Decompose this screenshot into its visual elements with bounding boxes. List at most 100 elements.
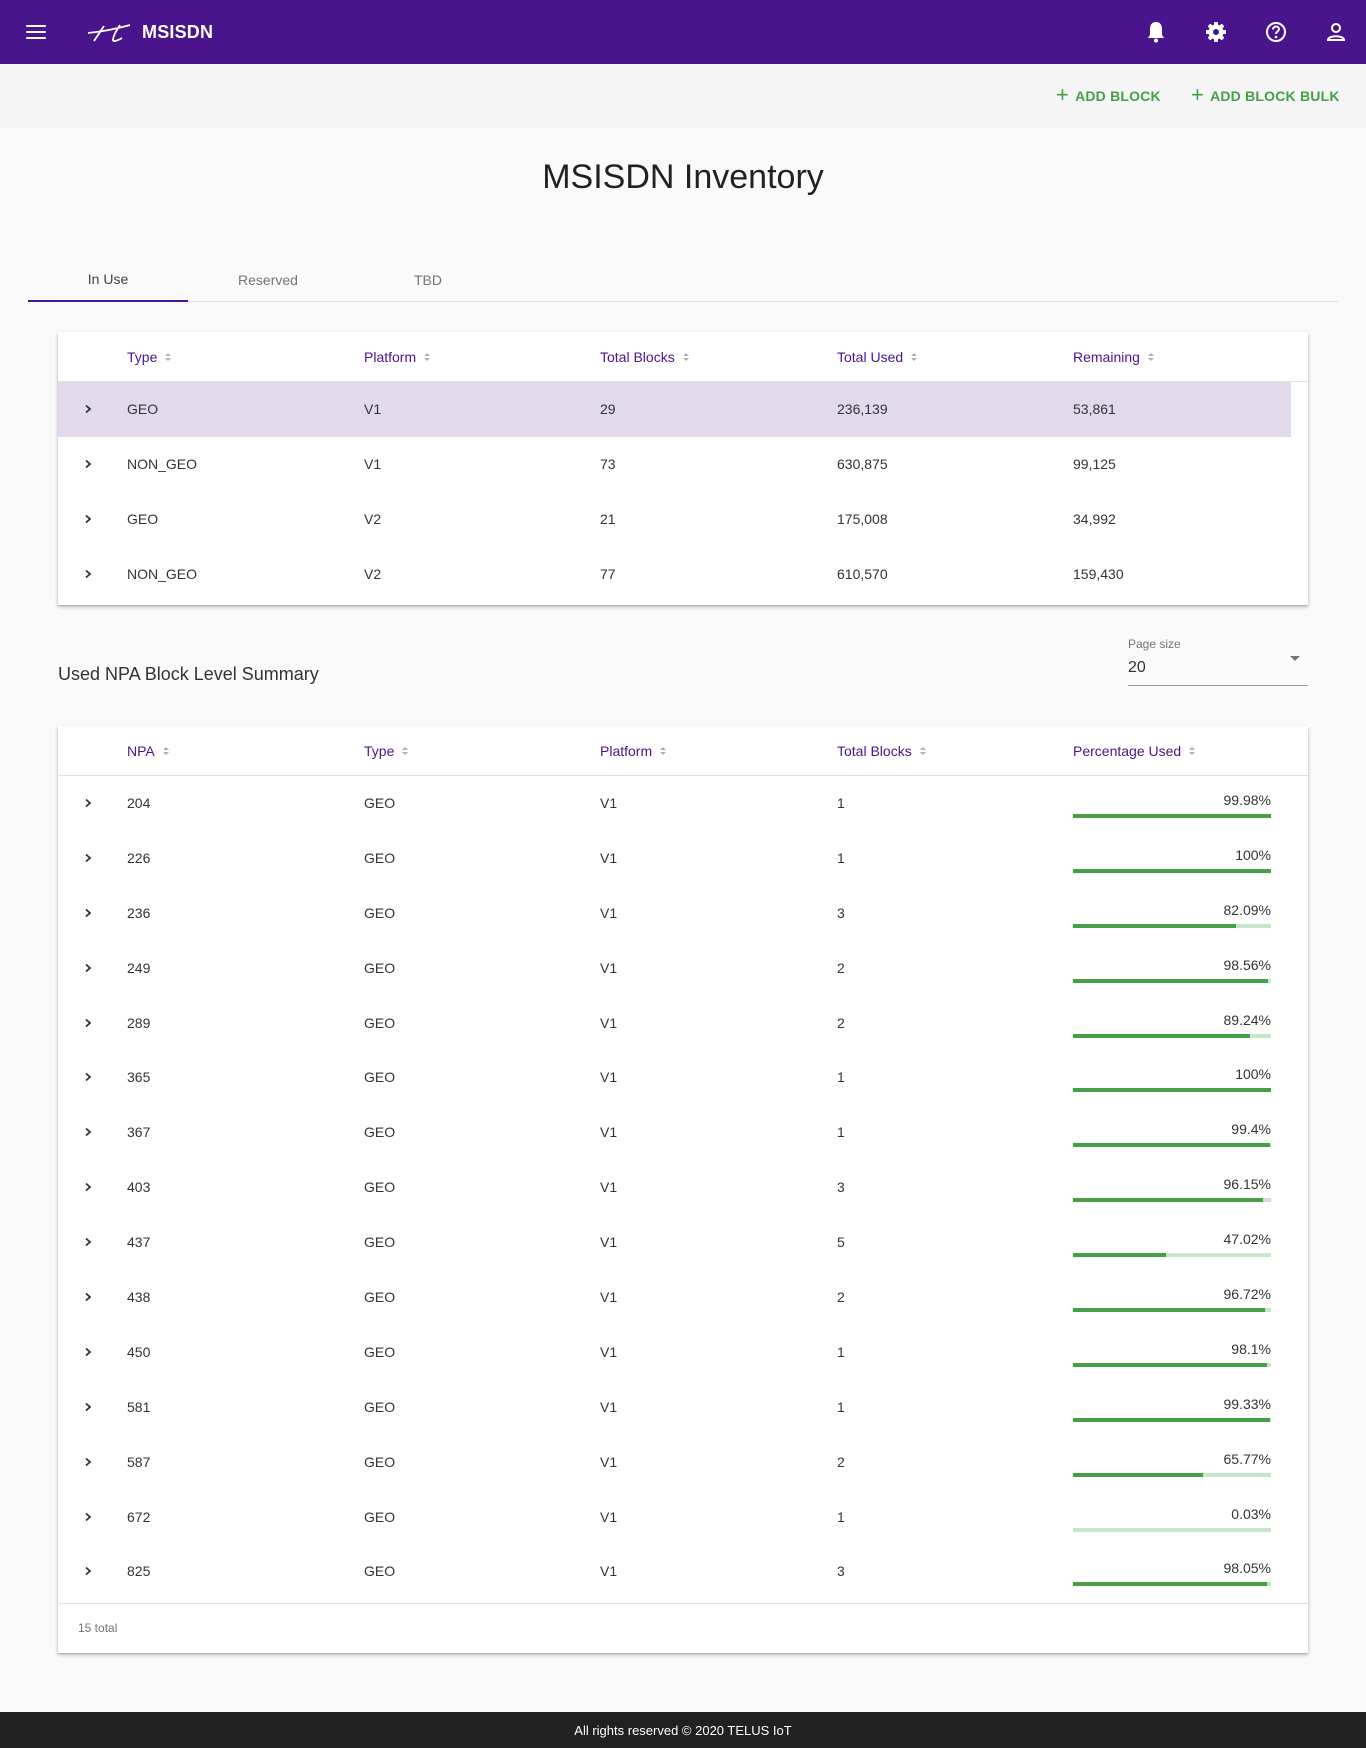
hamburger-menu-icon[interactable] bbox=[26, 25, 46, 39]
cell-npa: 438 bbox=[127, 1288, 151, 1305]
chevron-right-icon[interactable] bbox=[80, 1270, 96, 1324]
column-header-remaining[interactable]: Remaining bbox=[1073, 332, 1154, 382]
column-header-platform[interactable]: Platform bbox=[600, 726, 667, 776]
table-row[interactable]: 204 GEO V1 1 99.98% bbox=[58, 776, 1308, 831]
chevron-right-icon[interactable] bbox=[80, 1435, 96, 1489]
column-header-type[interactable]: Type bbox=[364, 726, 409, 776]
cell-npa: 581 bbox=[127, 1398, 151, 1415]
table-row[interactable]: 249 GEO V1 2 98.56% bbox=[58, 941, 1308, 996]
account-button[interactable] bbox=[1306, 0, 1366, 64]
cell-total-blocks: 29 bbox=[600, 401, 616, 417]
table-row[interactable]: 365 GEO V1 1 100% bbox=[58, 1050, 1308, 1105]
chevron-right-icon[interactable] bbox=[80, 1105, 96, 1159]
tab-in-use[interactable]: In Use bbox=[28, 258, 188, 302]
column-header-label: Total Used bbox=[837, 349, 904, 365]
telus-logo-icon bbox=[87, 24, 131, 42]
chevron-right-icon[interactable] bbox=[80, 1325, 96, 1379]
header-actions bbox=[1126, 0, 1366, 64]
cell-type: GEO bbox=[364, 849, 396, 866]
table-row[interactable]: 587 GEO V1 2 65.77% bbox=[58, 1435, 1308, 1490]
percentage-used-value: 89.24% bbox=[1223, 1011, 1271, 1028]
cell-type: GEO bbox=[364, 794, 396, 811]
chevron-right-icon[interactable] bbox=[80, 941, 96, 995]
column-header-label: Type bbox=[127, 349, 158, 365]
percentage-used-value: 99.33% bbox=[1223, 1395, 1271, 1412]
summary-title: Used NPA Block Level Summary bbox=[58, 664, 319, 684]
cell-type: GEO bbox=[364, 1508, 396, 1525]
progress-bar bbox=[1073, 923, 1271, 928]
table-row[interactable]: 825 GEO V1 3 98.05% bbox=[58, 1544, 1308, 1599]
tab-tbd[interactable]: TBD bbox=[414, 272, 442, 288]
chevron-right-icon[interactable] bbox=[80, 492, 96, 546]
column-header-percentage-used[interactable]: Percentage Used bbox=[1073, 726, 1196, 776]
chevron-right-icon[interactable] bbox=[80, 1490, 96, 1544]
cell-total-blocks: 2 bbox=[837, 959, 845, 976]
table-row[interactable]: GEO V2 21 175,008 34,992 bbox=[58, 492, 1308, 547]
percentage-used-value: 98.1% bbox=[1231, 1340, 1271, 1357]
progress-bar bbox=[1073, 1308, 1271, 1313]
table-row[interactable]: GEO V1 29 236,139 53,861 bbox=[58, 382, 1291, 437]
cell-type: GEO bbox=[364, 1453, 396, 1470]
cell-total-blocks: 1 bbox=[837, 1343, 845, 1360]
settings-button[interactable] bbox=[1186, 0, 1246, 64]
add-block-bulk-button[interactable]: + ADD BLOCK BULK bbox=[1191, 84, 1340, 108]
cell-remaining: 34,992 bbox=[1073, 511, 1116, 527]
add-block-bulk-label: ADD BLOCK BULK bbox=[1210, 88, 1340, 104]
page-size-select[interactable]: Page size 20 bbox=[1128, 634, 1308, 686]
person-icon bbox=[1326, 23, 1346, 41]
cell-remaining: 53,861 bbox=[1073, 401, 1116, 417]
cell-total-blocks: 1 bbox=[837, 794, 845, 811]
tab-reserved[interactable]: Reserved bbox=[238, 272, 298, 288]
chevron-right-icon[interactable] bbox=[80, 1215, 96, 1269]
table-row[interactable]: 367 GEO V1 1 99.4% bbox=[58, 1105, 1308, 1160]
cell-total-blocks: 3 bbox=[837, 904, 845, 921]
cell-npa: 226 bbox=[127, 849, 151, 866]
cell-platform: V1 bbox=[600, 1124, 618, 1141]
column-header-total-blocks[interactable]: Total Blocks bbox=[837, 726, 926, 776]
progress-bar-fill bbox=[1073, 923, 1236, 928]
cell-total-used: 236,139 bbox=[837, 401, 888, 417]
table-row[interactable]: 226 GEO V1 1 100% bbox=[58, 831, 1308, 886]
cell-type: NON_GEO bbox=[127, 456, 198, 472]
column-header-total-blocks[interactable]: Total Blocks bbox=[600, 332, 689, 382]
table-row[interactable]: 581 GEO V1 1 99.33% bbox=[58, 1380, 1308, 1435]
table-row[interactable]: 236 GEO V1 3 82.09% bbox=[58, 886, 1308, 941]
help-button[interactable] bbox=[1246, 0, 1306, 64]
chevron-right-icon[interactable] bbox=[80, 1380, 96, 1434]
table-row[interactable]: 289 GEO V1 2 89.24% bbox=[58, 996, 1308, 1051]
progress-bar-fill bbox=[1073, 1582, 1268, 1587]
percentage-used-cell: 0.03% bbox=[1073, 1490, 1271, 1544]
chevron-right-icon[interactable] bbox=[80, 382, 96, 436]
table-row[interactable]: NON_GEO V1 73 630,875 99,125 bbox=[58, 437, 1308, 492]
chevron-right-icon[interactable] bbox=[80, 547, 96, 601]
cell-platform: V1 bbox=[600, 959, 618, 976]
cell-platform: V1 bbox=[600, 849, 618, 866]
table-row[interactable]: 437 GEO V1 5 47.02% bbox=[58, 1215, 1308, 1270]
column-header-npa[interactable]: NPA bbox=[127, 726, 169, 776]
chevron-right-icon[interactable] bbox=[80, 996, 96, 1050]
table-row[interactable]: 438 GEO V1 2 96.72% bbox=[58, 1270, 1308, 1325]
table-row[interactable]: 403 GEO V1 3 96.15% bbox=[58, 1160, 1308, 1215]
chevron-right-icon[interactable] bbox=[80, 1050, 96, 1104]
table-row[interactable]: 672 GEO V1 1 0.03% bbox=[58, 1490, 1308, 1545]
cell-type: GEO bbox=[127, 401, 159, 417]
column-header-type[interactable]: Type bbox=[127, 332, 172, 382]
brand-logo[interactable]: MSISDN bbox=[86, 20, 213, 44]
chevron-right-icon[interactable] bbox=[80, 1160, 96, 1214]
table-row[interactable]: NON_GEO V2 77 610,570 159,430 bbox=[58, 547, 1308, 602]
column-header-platform[interactable]: Platform bbox=[364, 332, 431, 382]
cell-total-used: 630,875 bbox=[837, 456, 888, 472]
cell-type: GEO bbox=[364, 1563, 396, 1580]
chevron-right-icon[interactable] bbox=[80, 831, 96, 885]
sort-arrows-icon bbox=[911, 353, 918, 361]
notifications-button[interactable] bbox=[1126, 0, 1186, 64]
cell-npa: 450 bbox=[127, 1343, 151, 1360]
column-header-total-used[interactable]: Total Used bbox=[837, 332, 918, 382]
page-title: MSISDN Inventory bbox=[542, 158, 824, 196]
chevron-right-icon[interactable] bbox=[80, 776, 96, 830]
chevron-right-icon[interactable] bbox=[80, 886, 96, 940]
table-row[interactable]: 450 GEO V1 1 98.1% bbox=[58, 1325, 1308, 1380]
chevron-right-icon[interactable] bbox=[80, 437, 96, 491]
chevron-right-icon[interactable] bbox=[80, 1544, 96, 1598]
add-block-button[interactable]: + ADD BLOCK bbox=[1056, 84, 1161, 108]
